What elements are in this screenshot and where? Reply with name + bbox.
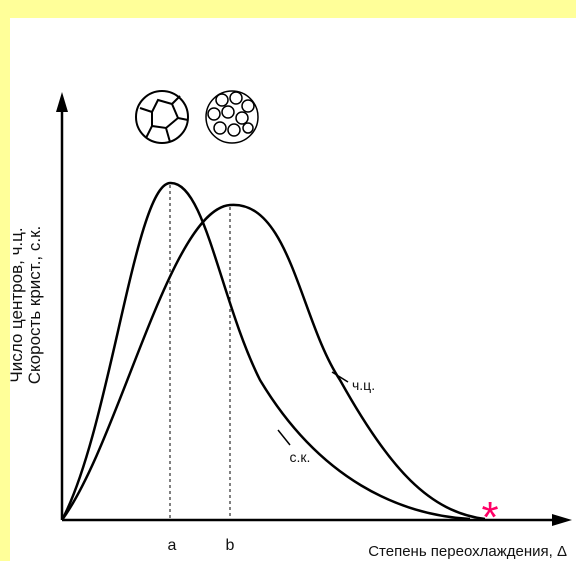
marker: * [481,493,498,542]
diagram: Число центров, ч.ц. Скорость крист., с.к… [0,0,576,561]
y-label-line: Скорость крист., с.к. [25,226,44,384]
curve-label: ч.ц. [352,377,375,393]
tick-label: a [168,537,177,554]
tick-label: b [226,537,235,554]
canvas [10,18,576,561]
curve-label: с.к. [290,449,311,465]
x-label: Степень переохлаждения, Δ [368,543,567,560]
y-label-line: Число центров, ч.ц. [7,227,26,382]
page: {"axes": {"y_label_lines": ["Число центр… [0,0,576,561]
